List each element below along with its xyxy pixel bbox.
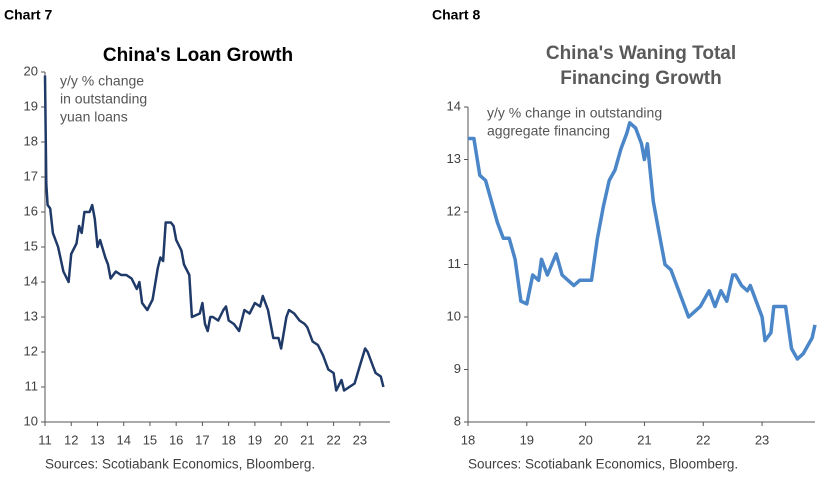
y-tick-label: 18: [24, 133, 38, 148]
annotation: yuan loans: [60, 109, 128, 125]
x-tick-label: 17: [195, 432, 209, 447]
y-tick-label: 11: [448, 256, 462, 271]
x-tick-label: 12: [64, 432, 78, 447]
y-tick-label: 15: [24, 238, 38, 253]
x-tick-label: 20: [274, 432, 288, 447]
x-tick-label: 21: [300, 432, 314, 447]
x-tick-label: 22: [326, 432, 340, 447]
chart-heading: Chart 8: [432, 7, 480, 23]
x-tick-label: 14: [116, 432, 130, 447]
x-tick-label: 23: [353, 432, 367, 447]
annotation: in outstanding: [60, 91, 147, 107]
x-tick-label: 15: [143, 432, 157, 447]
chart-heading: Chart 7: [4, 7, 52, 23]
y-tick-label: 10: [24, 413, 38, 428]
y-tick-label: 14: [447, 98, 461, 113]
y-tick-label: 12: [24, 343, 38, 358]
data-line: [468, 121, 817, 361]
y-tick-label: 8: [454, 413, 461, 428]
y-tick-label: 10: [447, 308, 461, 323]
x-tick-label: 20: [578, 432, 592, 447]
y-tick-label: 9: [454, 361, 461, 376]
y-tick-label: 20: [24, 63, 38, 78]
y-tick-label: 13: [24, 308, 38, 323]
x-tick-label: 11: [38, 432, 52, 447]
chart-title: Financing Growth: [560, 68, 722, 89]
x-tick-label: 19: [520, 432, 534, 447]
annotation: y/y % change in outstanding: [487, 105, 662, 121]
y-tick-label: 12: [447, 203, 461, 218]
y-tick-label: 13: [447, 151, 461, 166]
x-tick-label: 18: [221, 432, 235, 447]
annotation: aggregate financing: [487, 123, 610, 139]
chart-title: China's Waning Total: [546, 43, 736, 64]
x-tick-label: 21: [637, 432, 651, 447]
source-note: Sources: Scotiabank Economics, Bloomberg…: [468, 457, 738, 472]
y-tick-label: 14: [24, 273, 38, 288]
y-tick-label: 19: [24, 98, 38, 113]
annotation: y/y % change: [60, 73, 144, 89]
y-tick-label: 17: [24, 168, 38, 183]
x-tick-label: 18: [461, 432, 475, 447]
y-tick-label: 16: [24, 203, 38, 218]
chart-title: China's Loan Growth: [103, 45, 293, 66]
x-tick-label: 19: [248, 432, 262, 447]
source-note: Sources: Scotiabank Economics, Bloomberg…: [45, 457, 315, 472]
x-tick-label: 16: [169, 432, 183, 447]
y-tick-label: 11: [25, 378, 39, 393]
x-tick-label: 22: [696, 432, 710, 447]
x-tick-label: 23: [755, 432, 769, 447]
data-line: [43, 75, 385, 392]
x-tick-label: 13: [90, 432, 104, 447]
